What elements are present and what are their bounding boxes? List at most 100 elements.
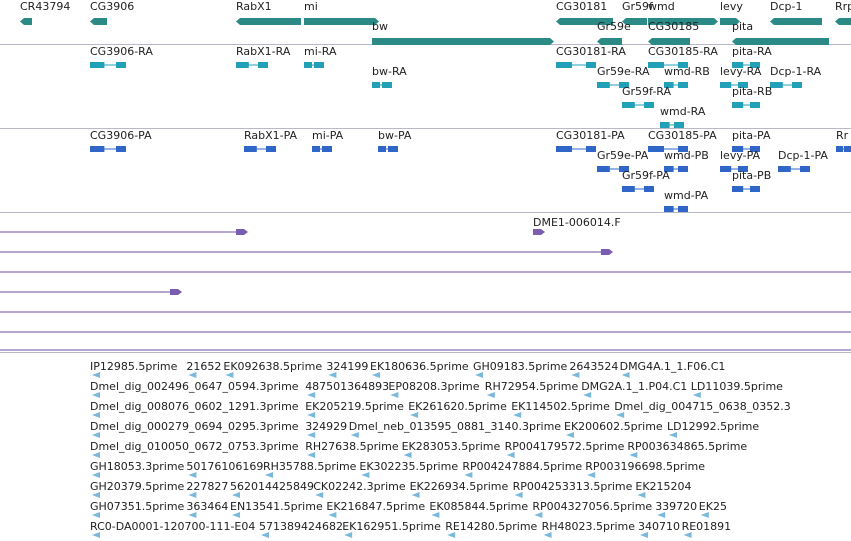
est-feature[interactable]: 50176106169 (186, 460, 263, 478)
gene-feature[interactable]: bw (372, 20, 554, 45)
gene-feature[interactable]: CG30185 (648, 20, 699, 45)
protein-feature[interactable]: Rr (836, 129, 851, 152)
est-feature[interactable]: EK216847.5prime (326, 500, 425, 518)
est-feature[interactable]: RP004253313.5prime (513, 480, 633, 498)
est-feature[interactable]: CK02242.3prime (313, 480, 406, 498)
est-feature[interactable]: Dmel_dig_000279_0694_0295.3prime (90, 420, 299, 438)
protein-feature[interactable]: CG30185-PA (648, 129, 717, 152)
est-feature[interactable]: EK092638.5prime (223, 360, 322, 378)
est-feature[interactable]: LD12992.5prime (667, 420, 759, 438)
gene-feature[interactable]: RabX1 (236, 0, 301, 25)
est-feature[interactable]: RP004179572.5prime (505, 440, 625, 458)
transcript-feature[interactable]: Gr59e-RA (597, 65, 650, 88)
est-feature[interactable]: EP08208.3prime (388, 380, 480, 398)
est-feature[interactable]: 340710 (638, 520, 680, 538)
protein-feature[interactable]: wmd-PB (664, 149, 709, 172)
est-feature[interactable]: RH72954.5prime (485, 380, 579, 398)
transcript-feature[interactable]: wmd-RA (660, 105, 706, 128)
est-feature[interactable]: LD11039.5prime (691, 380, 783, 398)
transcript-feature[interactable]: levy-RA (720, 65, 762, 88)
est-feature[interactable]: EN13541.5prime (230, 500, 323, 518)
est-feature[interactable]: 487501364893 (305, 380, 389, 398)
gene-feature[interactable]: Gr59e (597, 20, 631, 45)
gene-feature[interactable]: Gr59f (622, 0, 654, 25)
est-feature[interactable]: Dmel_neb_013595_0881_3140.3prime (349, 420, 561, 438)
est-feature[interactable]: RP004247884.5prime (462, 460, 582, 478)
est-feature[interactable]: Dmel_dig_002496_0647_0594.3prime (90, 380, 299, 398)
est-feature[interactable]: 21652 (186, 360, 221, 378)
est-feature[interactable]: 324929 (305, 420, 347, 438)
est-feature[interactable]: RC0-DA0001-120700-111-E04 (90, 520, 255, 538)
est-feature[interactable]: EK085844.5prime (429, 500, 528, 518)
gene-feature[interactable]: mi (304, 0, 379, 25)
transcript-feature[interactable]: RabX1-RA (236, 45, 291, 68)
transcript-feature[interactable]: Dcp-1-RA (770, 65, 822, 88)
est-feature[interactable]: DMG2A.1_1.P04.C1 (581, 380, 687, 398)
est-feature[interactable]: RE14280.5prime (445, 520, 538, 538)
transcript-feature[interactable]: CG3906-RA (90, 45, 153, 68)
est-feature[interactable]: Dmel_dig_010050_0672_0753.3prime (90, 440, 299, 458)
gene-feature[interactable]: Rrp (835, 0, 851, 25)
transcript-feature[interactable]: wmd-RB (664, 65, 710, 88)
est-feature[interactable]: EK162951.5prime (342, 520, 441, 538)
est-feature[interactable]: Dmel_dig_004715_0638_0352.3 (614, 400, 791, 418)
transcript-feature[interactable]: pita-RB (732, 85, 772, 108)
est-feature[interactable]: EK200602.5prime (564, 420, 663, 438)
protein-feature[interactable]: Dcp-1-PA (778, 149, 828, 172)
protein-feature[interactable]: bw-PA (378, 129, 412, 152)
transcript-feature[interactable]: bw-RA (372, 65, 407, 88)
est-feature[interactable]: 2643524 (569, 360, 618, 378)
est-feature[interactable]: EK283053.5prime (402, 440, 501, 458)
match-feature[interactable] (533, 229, 545, 235)
est-feature[interactable]: EK215204 (635, 480, 692, 498)
gene-feature[interactable]: CG3906 (90, 0, 134, 25)
protein-feature[interactable]: CG3906-PA (90, 129, 152, 152)
est-feature[interactable]: 324199 (326, 360, 368, 378)
protein-feature[interactable]: wmd-PA (664, 189, 709, 212)
transcript-feature[interactable]: pita-RA (732, 45, 772, 68)
est-feature[interactable]: EK180636.5prime (370, 360, 469, 378)
protein-feature[interactable]: pita-PB (732, 169, 771, 192)
est-feature[interactable]: RE01891 (682, 520, 732, 538)
est-feature[interactable]: GH20379.5prime (90, 480, 185, 498)
est-feature[interactable]: RH48023.5prime (542, 520, 636, 538)
protein-feature[interactable]: CG30181-PA (556, 129, 625, 152)
est-feature[interactable]: GH07351.5prime (90, 500, 185, 518)
est-feature[interactable]: RP003196698.5prime (585, 460, 705, 478)
gene-feature[interactable]: Dcp-1 (770, 0, 822, 25)
est-feature[interactable]: EK302235.5prime (359, 460, 458, 478)
est-feature[interactable]: RH27638.5prime (305, 440, 399, 458)
gene-feature[interactable]: wmd (648, 0, 718, 25)
protein-feature[interactable]: Gr59f-PA (622, 169, 670, 192)
est-feature[interactable]: Dmel_dig_008076_0602_1291.3prime (90, 400, 299, 418)
est-feature[interactable]: EK25 (699, 500, 727, 518)
gene-feature[interactable]: pita (732, 20, 829, 45)
est-feature[interactable]: EK261620.5prime (408, 400, 507, 418)
est-feature[interactable]: 562014425849 (230, 480, 314, 498)
protein-feature[interactable]: RabX1-PA (244, 129, 298, 152)
protein-feature[interactable]: levy-PA (720, 149, 761, 172)
est-feature[interactable]: 227827 (186, 480, 228, 498)
transcript-feature[interactable]: mi-RA (304, 45, 337, 68)
gene-feature[interactable]: CR43794 (20, 0, 70, 25)
est-feature[interactable]: GH09183.5prime (473, 360, 568, 378)
est-feature[interactable]: 339720 (655, 500, 697, 518)
est-feature[interactable]: RP004327056.5prime (532, 500, 652, 518)
gene-feature[interactable]: CG30181 (556, 0, 613, 25)
est-feature[interactable]: EK114502.5prime (511, 400, 610, 418)
transcript-feature[interactable]: Gr59f-RA (622, 85, 671, 108)
transcript-feature[interactable]: CG30185-RA (648, 45, 718, 68)
est-feature[interactable]: IP12985.5prime (90, 360, 178, 378)
protein-feature[interactable]: Gr59e-PA (597, 149, 649, 172)
transcript-feature[interactable]: CG30181-RA (556, 45, 626, 68)
gene-feature[interactable]: levy (720, 0, 743, 25)
protein-feature[interactable]: mi-PA (312, 129, 344, 152)
est-feature[interactable]: RP003634865.5prime (627, 440, 747, 458)
est-feature[interactable]: EK226934.5prime (410, 480, 509, 498)
est-feature[interactable]: GH18053.3prime (90, 460, 185, 478)
est-feature[interactable]: DMG4A.1_1.F06.C1 (620, 360, 726, 378)
est-feature[interactable]: 363464 (186, 500, 228, 518)
protein-feature[interactable]: pita-PA (732, 129, 771, 152)
est-feature[interactable]: RH35788.5prime (263, 460, 357, 478)
